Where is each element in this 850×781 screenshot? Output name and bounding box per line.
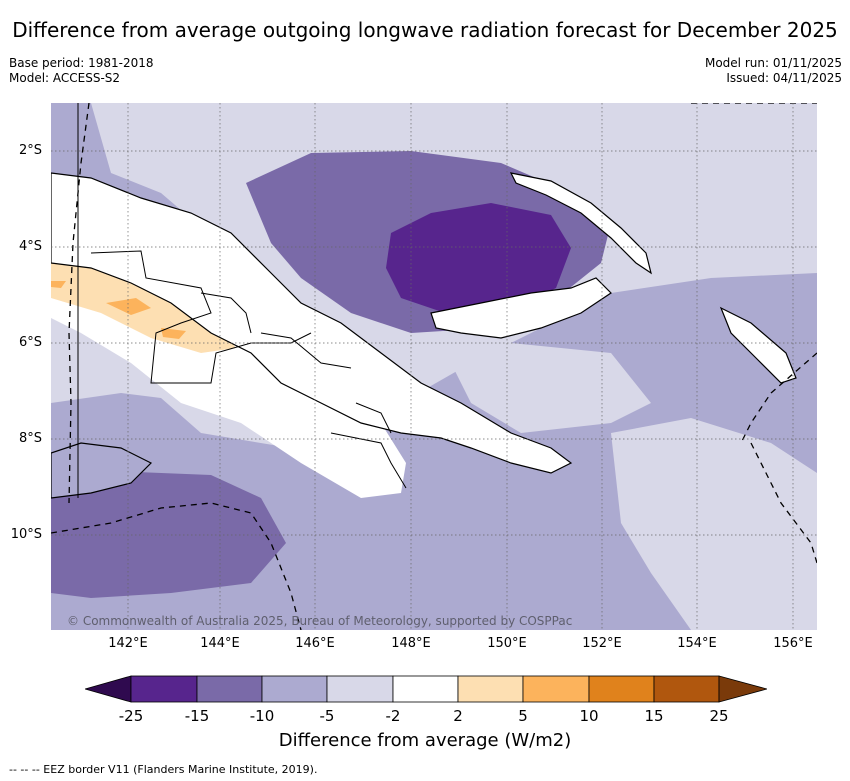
- colorbar-seg: [261, 675, 328, 703]
- colorbar-tick: -2: [385, 707, 401, 725]
- zone-east-light: [611, 418, 817, 630]
- colorbar-tick: 15: [644, 707, 664, 725]
- lon-label: 146°E: [295, 636, 335, 651]
- meta-right: Model run: 01/11/2025 Issued: 04/11/2025: [705, 56, 842, 86]
- lat-label: 6°S: [18, 335, 42, 350]
- new-ireland: [509, 172, 652, 275]
- lat-label: 10°S: [10, 527, 42, 542]
- colorbar-tick: 10: [579, 707, 599, 725]
- colorbar-seg: [718, 675, 767, 703]
- colorbar-seg: [130, 675, 198, 703]
- lon-label: 156°E: [773, 636, 813, 651]
- eez-legend: -- -- -- EEZ border V11 (Flanders Marine…: [9, 763, 317, 776]
- colorbar-seg: [522, 675, 590, 703]
- base-period: Base period: 1981-2018: [9, 56, 154, 70]
- south-cape-york: [51, 442, 153, 499]
- province-borders: [90, 250, 407, 489]
- colorbar-seg: [653, 675, 720, 703]
- lon-label: 142°E: [108, 636, 148, 651]
- zone-southwest: [51, 471, 286, 598]
- colorbar-seg: [588, 675, 655, 703]
- eez-borders: [51, 103, 817, 630]
- colorbar-seg: [392, 675, 459, 703]
- issued-date: Issued: 04/11/2025: [726, 71, 842, 85]
- map-canvas: [51, 103, 817, 630]
- colorbar-seg: [457, 675, 524, 703]
- chart-title: Difference from average outgoing longwav…: [12, 18, 838, 42]
- coastlines: [51, 172, 797, 499]
- copyright-notice: © Commonwealth of Australia 2025, Bureau…: [67, 614, 573, 628]
- model-run: Model run: 01/11/2025: [704, 56, 842, 70]
- colorbar-tick: 5: [518, 707, 528, 725]
- lon-label: 152°E: [582, 636, 622, 651]
- png-mainland: [51, 172, 573, 474]
- meta-left: Base period: 1981-2018 Model: ACCESS-S2: [9, 56, 154, 86]
- zone-deep-purple: [386, 203, 571, 315]
- lon-label: 144°E: [200, 636, 240, 651]
- colorbar-tick: -15: [184, 707, 210, 725]
- lon-label: 148°E: [391, 636, 431, 651]
- eez-legend-text: -- EEZ border V11 (Flanders Marine Insti…: [31, 763, 318, 776]
- colorbar-tick: 2: [453, 707, 463, 725]
- zone-orange-mid: [51, 281, 186, 339]
- dashed-line-icon: -- --: [9, 763, 32, 776]
- new-britain: [430, 277, 612, 339]
- lat-label: 2°S: [18, 143, 42, 158]
- map-panel: © Commonwealth of Australia 2025, Bureau…: [51, 103, 817, 630]
- lat-label: 4°S: [18, 239, 42, 254]
- lon-label: 150°E: [487, 636, 527, 651]
- colorbar-seg: [85, 675, 132, 703]
- colorbar-seg: [326, 675, 394, 703]
- lat-label: 8°S: [18, 431, 42, 446]
- zone-southeast-light: [451, 343, 651, 433]
- colorbar-tick: -10: [249, 707, 275, 725]
- colorbar-tick: -5: [319, 707, 335, 725]
- colorbar-seg: [196, 675, 263, 703]
- colorbar-title: Difference from average (W/m2): [278, 730, 572, 751]
- bougainville: [719, 306, 797, 384]
- colorbar: [85, 675, 767, 703]
- model-name: Model: ACCESS-S2: [9, 71, 121, 85]
- colorbar-tick: 25: [709, 707, 729, 725]
- colorbar-tick: -25: [118, 707, 144, 725]
- lon-label: 154°E: [677, 636, 717, 651]
